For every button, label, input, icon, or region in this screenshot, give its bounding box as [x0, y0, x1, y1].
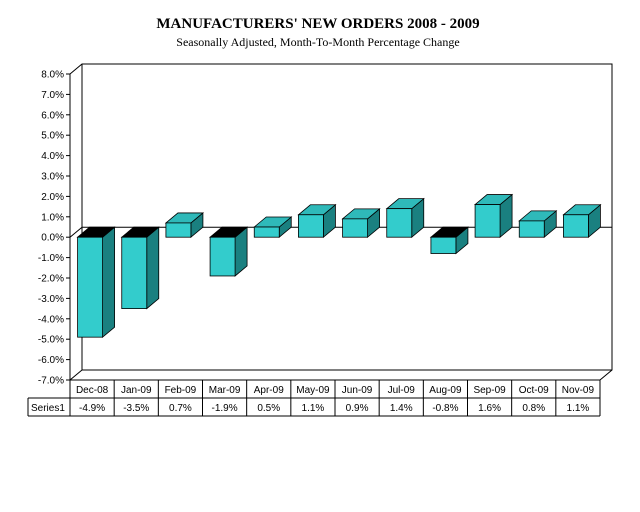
data-table-value: 1.6% — [478, 403, 501, 414]
series-name-label: Series1 — [31, 403, 65, 414]
bar — [208, 226, 249, 277]
y-tick-label: 6.0% — [41, 110, 64, 121]
x-category-label: May-09 — [296, 385, 330, 396]
y-tick-label: 2.0% — [41, 192, 64, 203]
data-table-value: -0.8% — [432, 403, 458, 414]
data-table-value: -1.9% — [212, 403, 238, 414]
data-table-value: 0.7% — [169, 403, 192, 414]
bar-front — [253, 226, 280, 238]
bar — [76, 226, 116, 339]
y-tick-label: -4.0% — [38, 314, 64, 325]
y-tick-label: -3.0% — [38, 294, 64, 305]
bar-front — [209, 236, 236, 277]
bar-front — [298, 214, 324, 238]
y-tick-label: 4.0% — [41, 151, 64, 162]
y-tick-label: 1.0% — [41, 212, 64, 223]
y-tick-label: 0.0% — [41, 233, 64, 244]
bar-front — [165, 222, 192, 238]
chart-subtitle: Seasonally Adjusted, Month-To-Month Perc… — [176, 35, 459, 49]
y-tick-label: 8.0% — [41, 70, 64, 81]
bar-side — [146, 226, 160, 310]
data-table-value: 0.9% — [346, 403, 369, 414]
bar — [562, 203, 602, 239]
bar-front — [518, 220, 545, 238]
data-table-value: 0.8% — [522, 403, 545, 414]
y-tick-label: -7.0% — [38, 376, 64, 387]
data-table-value: -4.9% — [79, 403, 105, 414]
bar-front — [342, 218, 368, 238]
data-table-value: 1.1% — [567, 403, 590, 414]
bar-front — [563, 214, 589, 238]
bar — [385, 197, 425, 239]
x-category-label: Apr-09 — [254, 385, 284, 396]
y-tick-label: -1.0% — [38, 253, 64, 264]
bar — [473, 193, 514, 239]
data-table-value: 1.1% — [302, 403, 325, 414]
x-category-label: Jun-09 — [342, 385, 373, 396]
x-category-label: Jul-09 — [388, 385, 416, 396]
y-tick-label: -5.0% — [38, 335, 64, 346]
bar — [120, 226, 160, 310]
x-category-label: Mar-09 — [209, 385, 241, 396]
bar — [297, 203, 337, 239]
y-tick-label: 5.0% — [41, 131, 64, 142]
bar — [164, 212, 205, 239]
y-tick-label: -2.0% — [38, 274, 64, 285]
bar-front — [121, 236, 148, 309]
bar — [429, 226, 470, 255]
x-category-label: Sep-09 — [473, 385, 506, 396]
zero-line-side — [69, 226, 83, 238]
x-category-label: Dec-08 — [76, 385, 109, 396]
floor-left-edge — [69, 369, 83, 381]
x-category-label: Aug-09 — [429, 385, 462, 396]
y-tick-label: 3.0% — [41, 172, 64, 183]
bar — [341, 207, 381, 239]
x-category-label: Jan-09 — [121, 385, 152, 396]
bar — [253, 216, 293, 239]
chart-title: MANUFACTURERS' NEW ORDERS 2008 - 2009 — [156, 16, 479, 32]
y-tick-label: 7.0% — [41, 90, 64, 101]
x-category-label: Nov-09 — [562, 385, 595, 396]
bar-front — [474, 204, 501, 238]
bar-front — [430, 236, 457, 254]
bar-side — [102, 226, 115, 339]
bar-front — [386, 208, 413, 238]
x-category-label: Feb-09 — [165, 385, 197, 396]
y-tick-label: -6.0% — [38, 355, 64, 366]
bar-front — [77, 236, 103, 338]
data-table-value: -3.5% — [123, 403, 149, 414]
plot-frame-back — [69, 63, 613, 381]
x-category-label: Oct-09 — [519, 385, 549, 396]
data-table-value: 0.5% — [257, 403, 280, 414]
data-table-value: 1.4% — [390, 403, 413, 414]
bar — [518, 210, 558, 239]
